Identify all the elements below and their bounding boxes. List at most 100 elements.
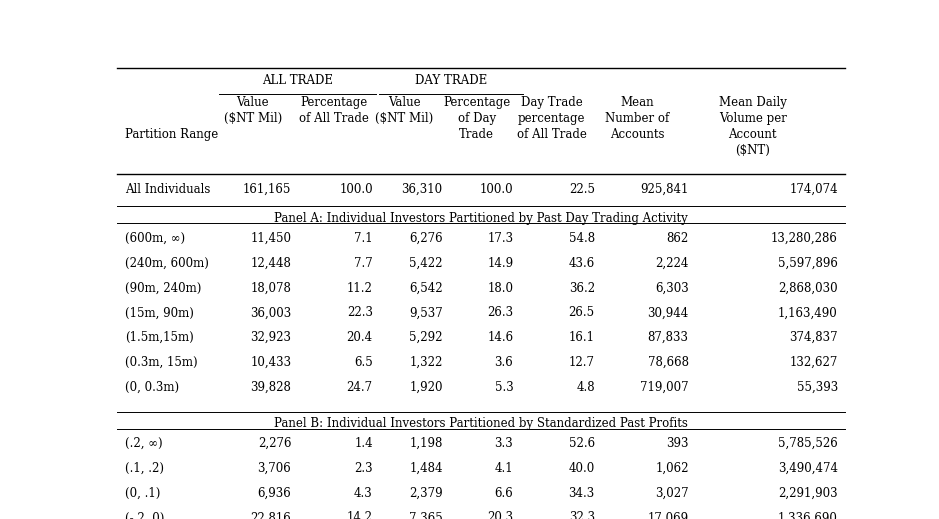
Text: 26.5: 26.5 [569,306,594,320]
Text: 14.2: 14.2 [346,511,373,519]
Text: Value: Value [388,96,421,109]
Text: 20.3: 20.3 [487,511,514,519]
Text: of All Trade: of All Trade [299,112,368,125]
Text: 393: 393 [666,437,688,450]
Text: 4.8: 4.8 [577,381,594,394]
Text: 1,484: 1,484 [409,462,442,475]
Text: (15m, 90m): (15m, 90m) [125,306,193,320]
Text: 1,163,490: 1,163,490 [778,306,838,320]
Text: 6,936: 6,936 [257,487,291,500]
Text: 30,944: 30,944 [647,306,688,320]
Text: 174,074: 174,074 [789,183,838,196]
Text: 6,276: 6,276 [409,232,442,245]
Text: 54.8: 54.8 [569,232,594,245]
Text: 12,448: 12,448 [251,257,291,270]
Text: (0, 0.3m): (0, 0.3m) [125,381,178,394]
Text: 36,003: 36,003 [250,306,291,320]
Text: 2,276: 2,276 [258,437,291,450]
Text: 14.9: 14.9 [487,257,514,270]
Text: Number of: Number of [605,112,670,125]
Text: 719,007: 719,007 [640,381,688,394]
Text: 3.6: 3.6 [495,356,514,369]
Text: 26.3: 26.3 [487,306,514,320]
Text: Trade: Trade [459,128,494,141]
Text: (0, .1): (0, .1) [125,487,160,500]
Text: 12.7: 12.7 [569,356,594,369]
Text: Mean Daily: Mean Daily [718,96,787,109]
Text: 3,706: 3,706 [257,462,291,475]
Text: 5,597,896: 5,597,896 [777,257,838,270]
Text: 11.2: 11.2 [346,282,373,295]
Text: Mean: Mean [620,96,654,109]
Text: Day Trade: Day Trade [521,96,583,109]
Text: 7.1: 7.1 [354,232,373,245]
Text: 862: 862 [667,232,688,245]
Text: (.2, ∞): (.2, ∞) [125,437,162,450]
Text: 2.3: 2.3 [354,462,373,475]
Text: 22,816: 22,816 [251,511,291,519]
Text: 16.1: 16.1 [569,331,594,344]
Text: 100.0: 100.0 [480,183,514,196]
Text: 36.2: 36.2 [569,282,594,295]
Text: 161,165: 161,165 [243,183,291,196]
Text: 1,336,690: 1,336,690 [777,511,838,519]
Text: 4.1: 4.1 [495,462,514,475]
Text: 5,422: 5,422 [409,257,442,270]
Text: 925,841: 925,841 [640,183,688,196]
Text: 5.3: 5.3 [495,381,514,394]
Text: 32.3: 32.3 [569,511,594,519]
Text: Partition Range: Partition Range [125,128,218,141]
Text: (240m, 600m): (240m, 600m) [125,257,208,270]
Text: 36,310: 36,310 [402,183,442,196]
Text: 374,837: 374,837 [789,331,838,344]
Text: Volume per: Volume per [718,112,787,125]
Text: 3,027: 3,027 [655,487,688,500]
Text: 78,668: 78,668 [648,356,688,369]
Text: (.1, .2): (.1, .2) [125,462,163,475]
Text: 55,393: 55,393 [796,381,838,394]
Text: 7.7: 7.7 [354,257,373,270]
Text: 22.5: 22.5 [569,183,594,196]
Text: Accounts: Accounts [609,128,664,141]
Text: (90m, 240m): (90m, 240m) [125,282,201,295]
Text: 13,280,286: 13,280,286 [771,232,838,245]
Text: 24.7: 24.7 [346,381,373,394]
Text: Percentage: Percentage [443,96,511,109]
Text: 2,868,030: 2,868,030 [778,282,838,295]
Text: Percentage: Percentage [300,96,367,109]
Text: Value: Value [237,96,269,109]
Text: 20.4: 20.4 [346,331,373,344]
Text: 7,365: 7,365 [408,511,442,519]
Text: 87,833: 87,833 [648,331,688,344]
Text: 22.3: 22.3 [346,306,373,320]
Text: 1.4: 1.4 [354,437,373,450]
Text: 14.6: 14.6 [487,331,514,344]
Text: DAY TRADE: DAY TRADE [415,74,487,87]
Text: 3.3: 3.3 [495,437,514,450]
Text: 17.3: 17.3 [487,232,514,245]
Text: 10,433: 10,433 [250,356,291,369]
Text: of All Trade: of All Trade [516,128,587,141]
Text: of Day: of Day [458,112,496,125]
Text: 6.6: 6.6 [495,487,514,500]
Text: 5,785,526: 5,785,526 [778,437,838,450]
Text: 18.0: 18.0 [487,282,514,295]
Text: 39,828: 39,828 [251,381,291,394]
Text: 6.5: 6.5 [354,356,373,369]
Text: 1,322: 1,322 [409,356,442,369]
Text: 132,627: 132,627 [790,356,838,369]
Text: (600m, ∞): (600m, ∞) [125,232,185,245]
Text: 1,920: 1,920 [409,381,442,394]
Text: 5,292: 5,292 [409,331,442,344]
Text: 52.6: 52.6 [569,437,594,450]
Text: 1,062: 1,062 [655,462,688,475]
Text: ($NT Mil): ($NT Mil) [223,112,282,125]
Text: ($NT Mil): ($NT Mil) [375,112,433,125]
Text: 2,224: 2,224 [655,257,688,270]
Text: Panel A: Individual Investors Partitioned by Past Day Trading Activity: Panel A: Individual Investors Partitione… [274,212,688,225]
Text: Account: Account [729,128,777,141]
Text: 3,490,474: 3,490,474 [777,462,838,475]
Text: 100.0: 100.0 [339,183,373,196]
Text: 34.3: 34.3 [568,487,594,500]
Text: 4.3: 4.3 [354,487,373,500]
